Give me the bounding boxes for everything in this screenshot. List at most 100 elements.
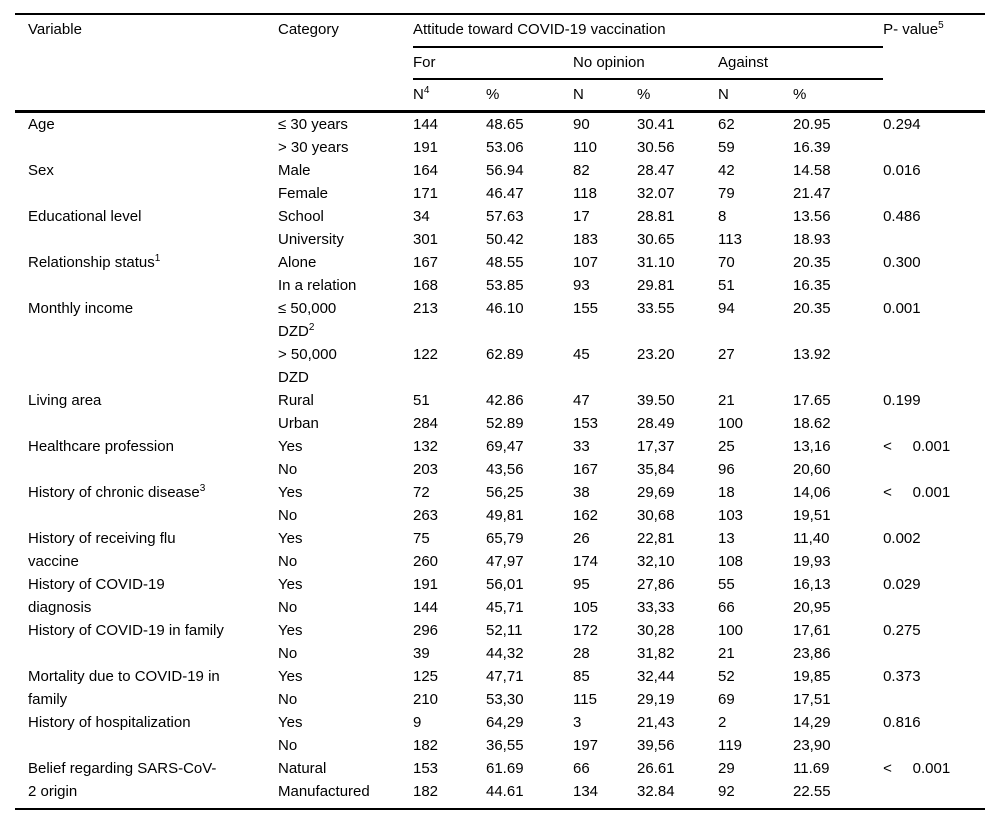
pvalue-cell-text: 0.029 bbox=[883, 576, 921, 593]
value-cell: 20,95 bbox=[793, 596, 883, 619]
value-cell-text: 132 bbox=[413, 438, 439, 455]
table-row: Mortality due to COVID-19 in family Yes 12… bbox=[28, 665, 985, 708]
value-cell-text: 14,29 bbox=[793, 714, 831, 731]
value-cell: 59 bbox=[718, 136, 793, 159]
table-row: History of hospitalization Yes 9 64,29 3 21,4… bbox=[28, 711, 985, 734]
value-cell: 66 bbox=[573, 757, 637, 780]
variable-cell: Monthly income bbox=[28, 297, 278, 389]
table-row: Age ≤ 30 years 144 48.65 90 30.41 62 20.95 0.294 bbox=[28, 113, 985, 136]
value-cell-text: 119 bbox=[718, 737, 742, 754]
value-cell: 28 bbox=[573, 642, 637, 665]
value-cell-text: 11,40 bbox=[793, 530, 830, 547]
value-cell-text: 61.69 bbox=[486, 760, 524, 777]
col-header-variable: Variable bbox=[28, 15, 278, 113]
value-cell-text: 3 bbox=[573, 714, 582, 731]
value-cell: 167 bbox=[573, 458, 637, 481]
value-cell-text: 110 bbox=[573, 139, 597, 156]
variable-cell: Relationship status1 bbox=[28, 251, 278, 297]
category-cell: > 30 years bbox=[278, 136, 413, 159]
category-cell: In a relation bbox=[278, 274, 413, 297]
value-cell-text: 72 bbox=[413, 484, 430, 501]
value-cell: 153 bbox=[413, 757, 486, 780]
value-cell: 20.35 bbox=[793, 297, 883, 343]
category-cell: Natural bbox=[278, 757, 413, 780]
value-cell: 62 bbox=[718, 113, 793, 136]
value-cell: 94 bbox=[718, 297, 793, 343]
value-cell-text: 17,37 bbox=[637, 438, 675, 455]
value-cell: 27 bbox=[718, 343, 793, 389]
value-cell-text: 27 bbox=[718, 346, 735, 363]
category-cell: Yes bbox=[278, 665, 413, 688]
pvalue-cell: 0.199 bbox=[883, 389, 985, 435]
category-cell: Male bbox=[278, 159, 413, 182]
value-cell-text: 25 bbox=[718, 438, 735, 455]
value-cell-text: 20,95 bbox=[793, 599, 831, 616]
table-row: Educational level School 34 57.63 17 28.81 8 13… bbox=[28, 205, 985, 228]
value-cell-text: 65,79 bbox=[486, 530, 524, 547]
against-label: Against bbox=[718, 54, 769, 71]
value-cell: 46.47 bbox=[486, 182, 573, 205]
table-row: History of chronic disease3 Yes 72 56,25 38 2… bbox=[28, 481, 985, 504]
value-cell: 45,71 bbox=[486, 596, 573, 619]
pct-label: % bbox=[486, 86, 500, 103]
pvalue-cell: 0.275 bbox=[883, 619, 985, 665]
value-cell-text: 52.89 bbox=[486, 415, 524, 432]
value-cell: 203 bbox=[413, 458, 486, 481]
category-cell: Rural bbox=[278, 389, 413, 412]
value-cell-text: 45,71 bbox=[486, 599, 524, 616]
value-cell: 47 bbox=[573, 389, 637, 412]
value-cell: 39.50 bbox=[637, 389, 718, 412]
value-cell-text: 36,55 bbox=[486, 737, 524, 754]
table-row: Female 171 46.47 118 32.07 79 21.47 bbox=[28, 182, 985, 205]
col-header-pct-against: % bbox=[793, 80, 884, 113]
value-cell-text: 107 bbox=[573, 254, 599, 271]
value-cell: 13.92 bbox=[793, 343, 883, 389]
category-cell-text: Rural bbox=[278, 392, 314, 409]
value-cell: 118 bbox=[573, 182, 637, 205]
value-cell-text: 26.61 bbox=[637, 760, 675, 777]
table-row: Healthcare profession Yes 132 69,47 33 17,37 2… bbox=[28, 435, 985, 458]
variable-cell-text: Sex bbox=[28, 162, 54, 179]
variable-cell-text: History of COVID-19 in family bbox=[28, 622, 224, 639]
value-cell-text: 38 bbox=[573, 484, 590, 501]
variable-cell-text: Relationship status bbox=[28, 254, 155, 271]
value-cell: 23.20 bbox=[637, 343, 718, 389]
category-cell-text: In a relation bbox=[278, 277, 357, 294]
value-cell-text: 94 bbox=[718, 300, 735, 317]
value-cell-text: 23,90 bbox=[793, 737, 831, 754]
value-cell: 51 bbox=[413, 389, 486, 412]
value-cell-text: 75 bbox=[413, 530, 430, 547]
value-cell: 30,68 bbox=[637, 504, 718, 527]
value-cell-text: 30.41 bbox=[637, 116, 675, 133]
value-cell: 155 bbox=[573, 297, 637, 343]
value-cell-text: 28 bbox=[573, 645, 590, 662]
category-cell: ≤ 50,000 DZD2 bbox=[278, 297, 413, 343]
value-cell-text: 191 bbox=[413, 139, 439, 156]
col-header-n-against: N bbox=[718, 80, 793, 113]
results-table: Variable Category Attitude toward COVID-… bbox=[28, 15, 986, 803]
header-rule-stub bbox=[15, 110, 29, 113]
value-cell-text: 93 bbox=[573, 277, 590, 294]
value-cell-text: 39 bbox=[413, 645, 430, 662]
value-cell-text: 33.55 bbox=[637, 300, 675, 317]
col-header-for: For bbox=[413, 48, 573, 80]
value-cell: 61.69 bbox=[486, 757, 573, 780]
category-cell: University bbox=[278, 228, 413, 251]
value-cell-text: 17 bbox=[573, 208, 590, 225]
category-cell-text: Female bbox=[278, 185, 329, 202]
value-cell: 36,55 bbox=[486, 734, 573, 757]
value-cell-text: 100 bbox=[718, 622, 744, 639]
category-cell-text: Urban bbox=[278, 415, 319, 432]
category-cell: ≤ 30 years bbox=[278, 113, 413, 136]
col-header-variable-label: Variable bbox=[28, 21, 82, 38]
value-cell: 69,47 bbox=[486, 435, 573, 458]
category-cell-text: No bbox=[278, 737, 298, 754]
value-cell-text: 47,71 bbox=[486, 668, 524, 685]
value-cell-text: 14.58 bbox=[793, 162, 831, 179]
value-cell-text: 96 bbox=[718, 461, 735, 478]
value-cell: 46.10 bbox=[486, 297, 573, 343]
value-cell: 13.56 bbox=[793, 205, 883, 228]
value-cell-text: 29.81 bbox=[637, 277, 675, 294]
table-row: Sex Male 164 56.94 82 28.47 42 14.58 0.016 bbox=[28, 159, 985, 182]
pvalue-cell: < 0.001 bbox=[883, 481, 985, 527]
